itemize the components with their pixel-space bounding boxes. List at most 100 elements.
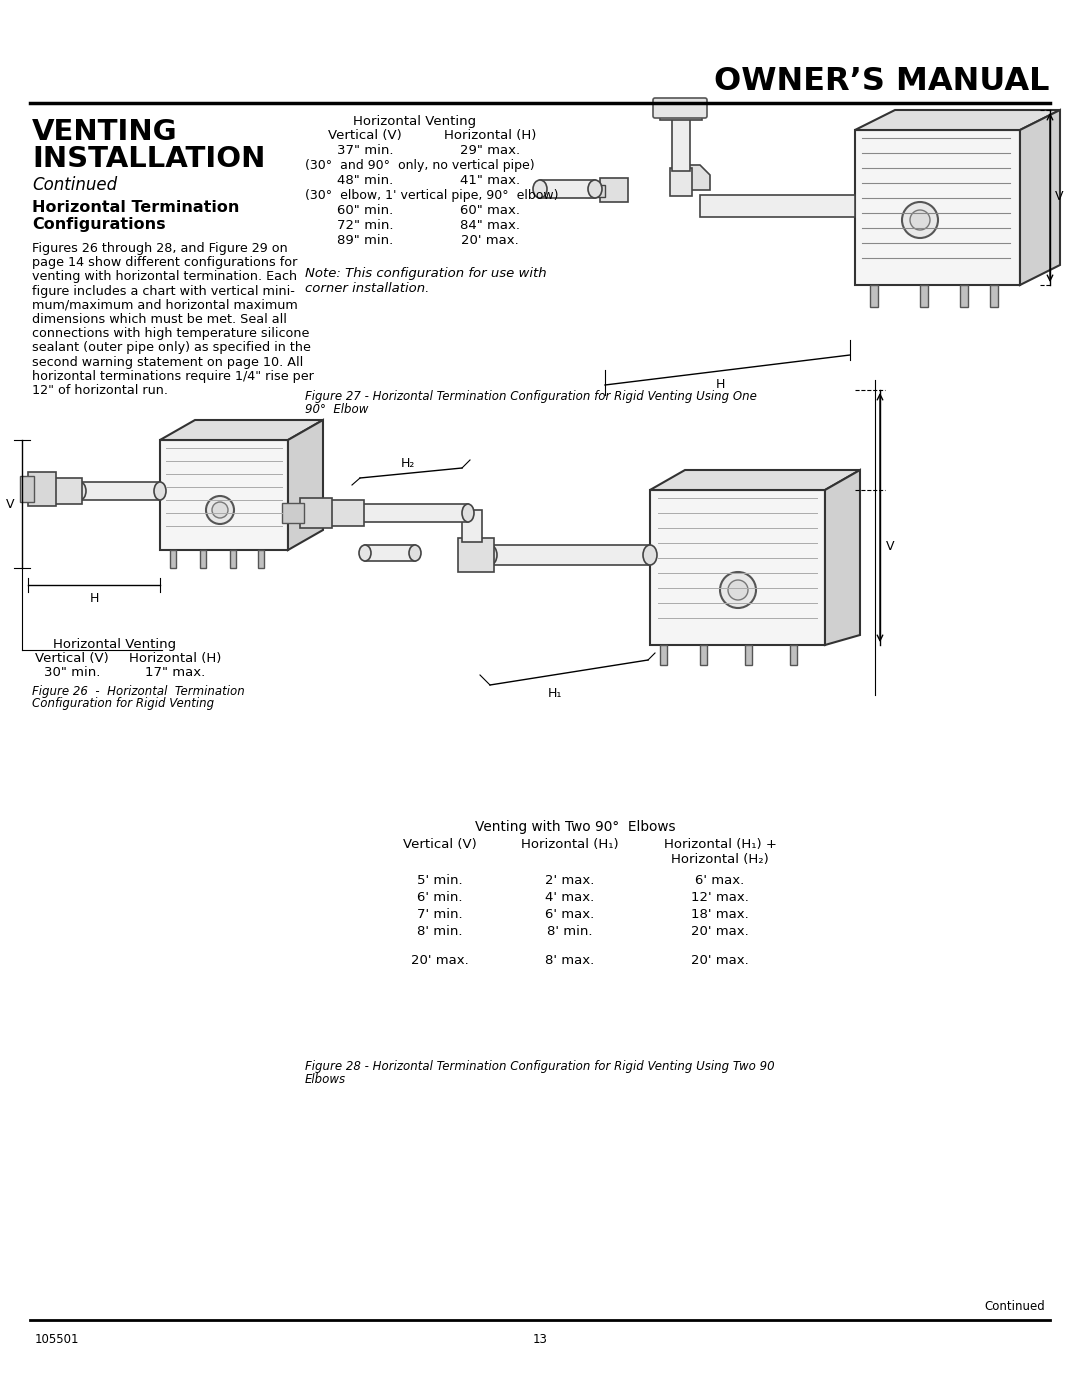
Ellipse shape (154, 482, 166, 500)
Text: 6' min.: 6' min. (417, 891, 462, 904)
Bar (920, 285, 928, 307)
Text: 6' max.: 6' max. (696, 875, 744, 887)
Text: Figure 27 - Horizontal Termination Configuration for Rigid Venting Using One: Figure 27 - Horizontal Termination Confi… (305, 390, 757, 402)
Bar (52, 478, 82, 504)
Text: 105501: 105501 (35, 1333, 80, 1345)
Text: mum/maximum and horizontal maximum: mum/maximum and horizontal maximum (32, 299, 298, 312)
Circle shape (206, 496, 234, 524)
Bar (200, 550, 206, 569)
Text: Horizontal (H₁): Horizontal (H₁) (522, 838, 619, 851)
Text: V: V (5, 497, 14, 510)
Bar (745, 645, 752, 665)
Bar (360, 504, 468, 522)
Bar (700, 645, 707, 665)
Circle shape (902, 203, 939, 237)
Ellipse shape (483, 545, 497, 564)
Bar (960, 285, 968, 307)
Circle shape (212, 502, 228, 518)
Text: 6' max.: 6' max. (545, 908, 595, 921)
Bar (672, 115, 690, 170)
Polygon shape (1020, 110, 1059, 285)
Polygon shape (855, 110, 1059, 130)
Ellipse shape (588, 180, 602, 198)
Text: 8' min.: 8' min. (548, 925, 593, 937)
Text: INSTALLATION: INSTALLATION (32, 145, 266, 173)
Text: 12" of horizontal run.: 12" of horizontal run. (32, 384, 168, 397)
Text: 20' max.: 20' max. (691, 954, 748, 967)
Text: 84" max.: 84" max. (460, 219, 519, 232)
Text: 13: 13 (532, 1333, 548, 1345)
Text: (30°  elbow, 1' vertical pipe, 90°  elbow): (30° elbow, 1' vertical pipe, 90° elbow) (305, 189, 558, 203)
Text: Figures 26 through 28, and Figure 29 on: Figures 26 through 28, and Figure 29 on (32, 242, 287, 256)
Text: Figure 28 - Horizontal Termination Configuration for Rigid Venting Using Two 90: Figure 28 - Horizontal Termination Confi… (305, 1060, 774, 1073)
Text: Configurations: Configurations (32, 217, 165, 232)
Text: 8' max.: 8' max. (545, 954, 595, 967)
Text: corner installation.: corner installation. (305, 282, 430, 295)
Circle shape (728, 580, 748, 599)
FancyBboxPatch shape (855, 130, 1020, 285)
Bar (170, 550, 176, 569)
Polygon shape (650, 469, 860, 490)
Text: Horizontal Venting: Horizontal Venting (53, 638, 176, 651)
Bar (600, 177, 627, 203)
FancyBboxPatch shape (650, 490, 825, 645)
Text: 37" min.: 37" min. (337, 144, 393, 156)
Text: 20' max.: 20' max. (411, 954, 469, 967)
Text: VENTING: VENTING (32, 117, 177, 147)
Text: 90°  Elbow: 90° Elbow (305, 402, 368, 416)
Text: Note: This configuration for use with: Note: This configuration for use with (305, 267, 546, 279)
Polygon shape (160, 420, 323, 440)
Circle shape (910, 210, 930, 231)
Text: dimensions which must be met. Seal all: dimensions which must be met. Seal all (32, 313, 287, 326)
Text: Vertical (V): Vertical (V) (403, 838, 477, 851)
Text: H₁: H₁ (548, 687, 563, 700)
Text: Horizontal Termination: Horizontal Termination (32, 200, 240, 215)
Bar (300, 497, 332, 528)
Text: horizontal terminations require 1/4" rise per: horizontal terminations require 1/4" ris… (32, 370, 314, 383)
Bar (990, 285, 998, 307)
Text: connections with high temperature silicone: connections with high temperature silico… (32, 327, 309, 341)
Text: 12' max.: 12' max. (691, 891, 748, 904)
Text: 4' max.: 4' max. (545, 891, 595, 904)
Text: 60" max.: 60" max. (460, 204, 519, 217)
FancyBboxPatch shape (160, 440, 288, 550)
Text: H₂: H₂ (401, 457, 415, 469)
Bar (670, 168, 692, 196)
Text: 72" min.: 72" min. (337, 219, 393, 232)
Text: 8' min.: 8' min. (417, 925, 462, 937)
Text: V: V (1055, 190, 1064, 204)
Text: Horizontal Venting: Horizontal Venting (353, 115, 476, 129)
Text: H: H (715, 379, 725, 391)
Circle shape (720, 571, 756, 608)
Ellipse shape (75, 482, 86, 500)
Text: 48" min.: 48" min. (337, 175, 393, 187)
Text: Vertical (V): Vertical (V) (328, 129, 402, 142)
Text: page 14 show different configurations for: page 14 show different configurations fo… (32, 256, 297, 270)
Text: 5' min.: 5' min. (417, 875, 463, 887)
Text: 41" max.: 41" max. (460, 175, 521, 187)
Bar (490, 545, 650, 564)
Ellipse shape (462, 504, 474, 522)
Bar (28, 472, 56, 506)
Bar (540, 180, 595, 198)
Text: Horizontal (H): Horizontal (H) (444, 129, 536, 142)
Text: H: H (90, 592, 98, 605)
Text: Horizontal (H): Horizontal (H) (129, 652, 221, 665)
Bar (80, 482, 160, 500)
Ellipse shape (643, 545, 657, 564)
Text: 2' max.: 2' max. (545, 875, 595, 887)
Text: figure includes a chart with vertical mini-: figure includes a chart with vertical mi… (32, 285, 295, 298)
Text: 89" min.: 89" min. (337, 235, 393, 247)
Polygon shape (288, 420, 323, 550)
Text: 17" max.: 17" max. (145, 666, 205, 679)
Bar (282, 503, 303, 522)
Text: Continued: Continued (984, 1301, 1045, 1313)
Text: 20' max.: 20' max. (691, 925, 748, 937)
Bar (700, 196, 855, 217)
Text: venting with horizontal termination. Each: venting with horizontal termination. Eac… (32, 271, 297, 284)
Ellipse shape (534, 180, 546, 198)
Bar (870, 285, 878, 307)
Text: 29" max.: 29" max. (460, 144, 521, 156)
Polygon shape (680, 165, 710, 190)
Text: Elbows: Elbows (305, 1073, 346, 1085)
